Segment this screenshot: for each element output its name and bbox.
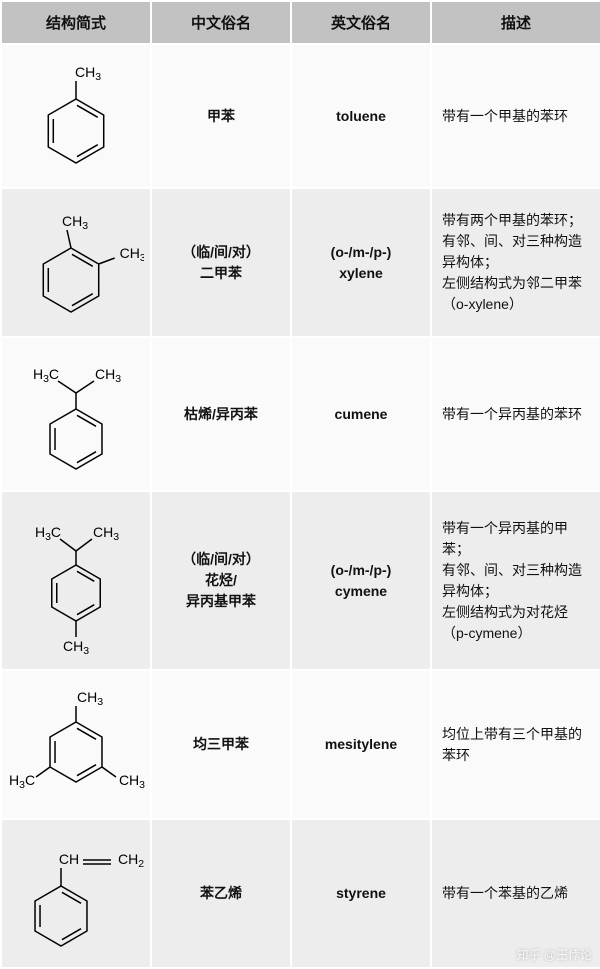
table-body: CH3甲苯toluene带有一个甲基的苯环CH3CH3（临/间/对）二甲苯(o-… — [1, 44, 600, 968]
table-row: CH CH2 苯乙烯styrene带有一个苯基的乙烯 — [1, 819, 600, 968]
structure-svg: CH3 CH3 — [9, 195, 144, 330]
cn-name-cell: （临/间/对）花烃/异丙基甲苯 — [151, 491, 291, 670]
svg-text:CH3: CH3 — [63, 638, 89, 657]
cn-name-cell: 枯烯/异丙苯 — [151, 337, 291, 491]
cn-name-cell: 苯乙烯 — [151, 819, 291, 968]
svg-text:CH3: CH3 — [119, 772, 145, 791]
structure-svg: H3C CH3 — [11, 344, 141, 484]
svg-text:H3C: H3C — [35, 524, 61, 543]
desc-cell: 带有一个苯基的乙烯 — [431, 819, 600, 968]
table-row: CH3 CH3 （临/间/对）二甲苯(o-/m-/p-)xylene带有两个甲基的苯… — [1, 188, 600, 337]
structure-cell: CH CH2 — [1, 819, 151, 968]
cn-name-cell: （临/间/对）二甲苯 — [151, 188, 291, 337]
header-cn: 中文俗名 — [151, 1, 291, 44]
table-row: H3C CH3 CH3 （临/间/对）花烃/异丙基甲苯(o-/m-/p-)cymene… — [1, 491, 600, 670]
svg-text:CH3: CH3 — [61, 213, 87, 232]
structure-cell: CH3 — [1, 44, 151, 188]
cn-name-cell: 均三甲苯 — [151, 670, 291, 819]
en-name-cell: mesitylene — [291, 670, 431, 819]
header-desc: 描述 — [431, 1, 600, 44]
svg-text:CH: CH — [59, 851, 79, 867]
desc-cell: 带有一个甲基的苯环 — [431, 44, 600, 188]
structure-svg: CH CH2 — [6, 826, 151, 961]
table-row: CH3 甲苯toluene带有一个甲基的苯环 — [1, 44, 600, 188]
svg-text:CH3: CH3 — [77, 689, 103, 708]
header-row: 结构简式 中文俗名 英文俗名 描述 — [1, 1, 600, 44]
structure-cell: H3C CH3 — [1, 337, 151, 491]
table-row: CH3 CH3 H3C 均三甲苯mesitylene均位上带有三个甲基的苯环 — [1, 670, 600, 819]
structure-svg: CH3 — [16, 51, 136, 181]
svg-text:CH3: CH3 — [95, 366, 121, 385]
svg-text:CH3: CH3 — [93, 524, 119, 543]
structure-cell: CH3 CH3 — [1, 188, 151, 337]
svg-text:H3C: H3C — [33, 366, 59, 385]
chemical-table: 结构简式 中文俗名 英文俗名 描述 CH3甲苯toluene带有一个甲基的苯环C… — [0, 0, 600, 969]
cn-name-cell: 甲苯 — [151, 44, 291, 188]
structure-cell: H3C CH3 CH3 — [1, 491, 151, 670]
desc-cell: 带有一个异丙基的甲苯；有邻、间、对三种构造异构体；左侧结构式为对花烃（p-cym… — [431, 491, 600, 670]
table-row: H3C CH3 枯烯/异丙苯cumene带有一个异丙基的苯环 — [1, 337, 600, 491]
desc-cell: 带有两个甲基的苯环；有邻、间、对三种构造异构体；左侧结构式为邻二甲苯（o-xyl… — [431, 188, 600, 337]
en-name-cell: styrene — [291, 819, 431, 968]
structure-cell: CH3 CH3 H3C — [1, 670, 151, 819]
header-structure: 结构简式 — [1, 1, 151, 44]
svg-text:CH3: CH3 — [119, 245, 143, 264]
header-en: 英文俗名 — [291, 1, 431, 44]
desc-cell: 均位上带有三个甲基的苯环 — [431, 670, 600, 819]
structure-svg: H3C CH3 CH3 — [11, 498, 141, 663]
structure-svg: CH3 CH3 H3C — [6, 677, 146, 812]
en-name-cell: toluene — [291, 44, 431, 188]
svg-text:CH2: CH2 — [118, 851, 144, 870]
svg-text:H3C: H3C — [9, 772, 35, 791]
svg-text:CH3: CH3 — [75, 64, 101, 83]
desc-cell: 带有一个异丙基的苯环 — [431, 337, 600, 491]
en-name-cell: cumene — [291, 337, 431, 491]
en-name-cell: (o-/m-/p-)cymene — [291, 491, 431, 670]
en-name-cell: (o-/m-/p-)xylene — [291, 188, 431, 337]
